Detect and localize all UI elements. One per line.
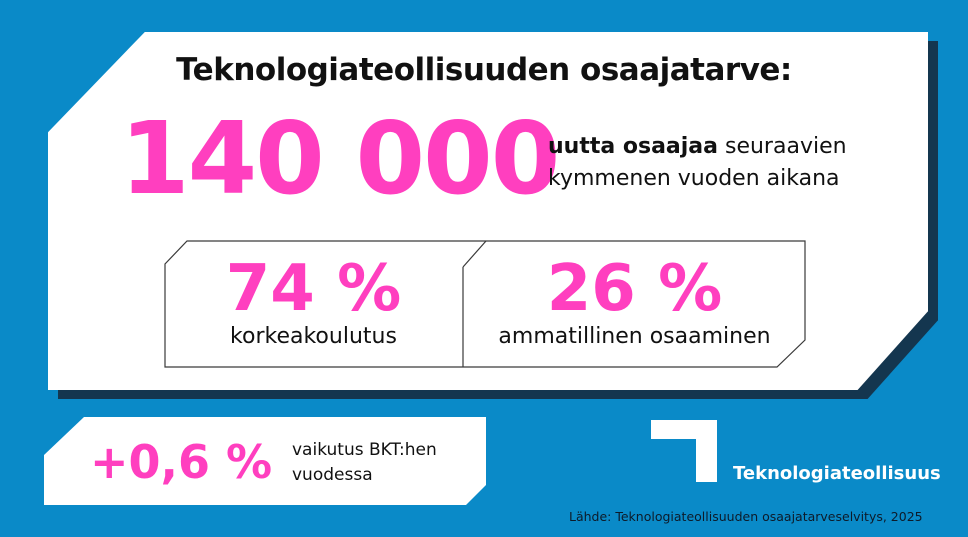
gdp-desc-line1: vaikutus BKT:hen <box>292 440 437 460</box>
split-box: 74 % korkeakoulutus 26 % ammatillinen os… <box>164 240 806 368</box>
logo-corner-icon <box>651 420 717 482</box>
main-stat-value: 140 000 <box>120 100 560 217</box>
main-stat-desc-bold: uutta osaajaa <box>548 134 718 159</box>
main-stat-description: uutta osaajaa seuraavien kymmenen vuoden… <box>548 131 847 195</box>
split-box-outline <box>164 240 806 368</box>
gdp-value: +0,6 % <box>90 435 273 489</box>
logo-text: Teknologiateollisuus <box>733 463 941 484</box>
split-label-vocational: ammatillinen osaaminen <box>498 324 771 349</box>
gdp-description: vaikutus BKT:hen vuodessa <box>292 438 437 488</box>
split-value-higher-education: 74 % <box>225 252 402 326</box>
main-stat-desc-line2: kymmenen vuoden aikana <box>548 166 840 191</box>
gdp-card <box>44 417 486 505</box>
split-label-higher-education: korkeakoulutus <box>230 324 397 349</box>
split-value-vocational: 26 % <box>546 252 723 326</box>
headline: Teknologiateollisuuden osaajatarve: <box>176 52 792 88</box>
main-stat-desc-rest: seuraavien <box>718 134 847 159</box>
gdp-desc-line2: vuodessa <box>292 465 373 485</box>
source-note: Lähde: Teknologiateollisuuden osaajatarv… <box>569 509 923 524</box>
